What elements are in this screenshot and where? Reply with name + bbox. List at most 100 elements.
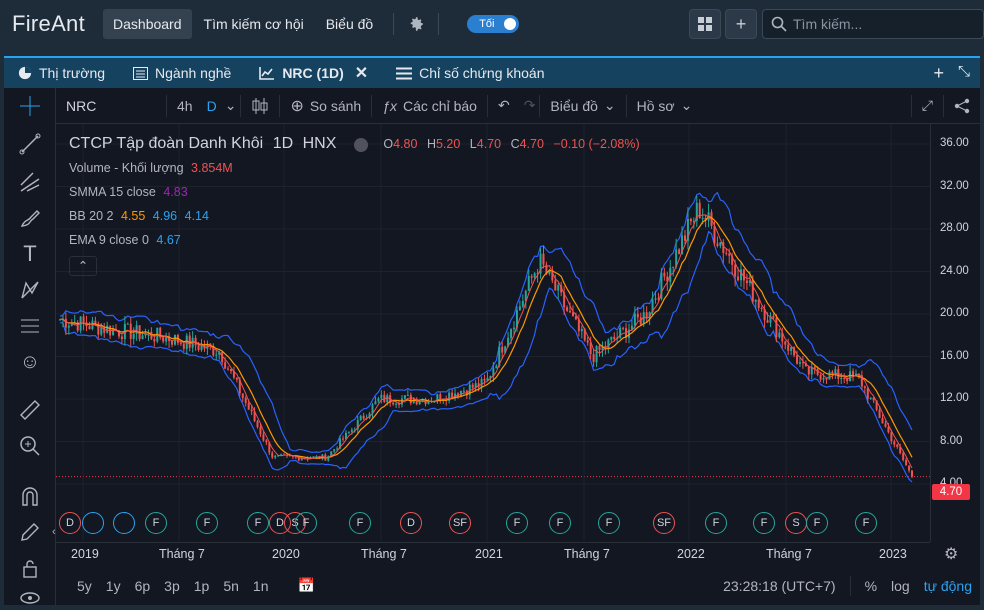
add-button[interactable]: + (725, 9, 757, 39)
tab-stock-indices[interactable]: Chỉ số chứng khoán (382, 58, 558, 88)
candle-body (106, 325, 109, 333)
theme-toggle[interactable]: Tối (467, 15, 520, 33)
candle-body (828, 371, 831, 380)
event-marker[interactable]: SF (653, 512, 675, 534)
event-marker[interactable]: F (349, 512, 371, 534)
eye-icon[interactable] (18, 586, 42, 610)
zoom-in-icon[interactable] (18, 434, 42, 458)
nav-search-opportunities[interactable]: Tìm kiếm cơ hội (203, 16, 304, 32)
event-marker[interactable]: F (806, 512, 828, 534)
compare-label: So sánh (309, 97, 362, 114)
trend-line-icon[interactable] (18, 132, 42, 156)
event-marker[interactable]: SF (449, 512, 471, 534)
tab-market[interactable]: Thị trường (4, 58, 119, 88)
event-marker[interactable]: F (295, 512, 317, 534)
share-icon[interactable] (944, 88, 980, 123)
candle-body (619, 327, 622, 338)
candle-body (221, 351, 224, 363)
crosshair-icon[interactable] (18, 94, 42, 118)
event-marker[interactable]: D (59, 512, 81, 534)
range-6m[interactable]: 6p (134, 577, 151, 594)
event-marker[interactable]: F (247, 512, 269, 534)
candle-body (368, 413, 371, 419)
pitchfork-icon[interactable] (18, 170, 42, 194)
indicators-button[interactable]: ƒx Các chỉ báo (372, 88, 487, 123)
event-marker[interactable] (113, 512, 135, 534)
brush-icon[interactable] (18, 206, 42, 230)
candle-body (418, 401, 421, 405)
event-marker[interactable]: S (785, 512, 807, 534)
plus-icon[interactable]: + (933, 62, 944, 83)
close-icon[interactable]: ✕ (354, 65, 369, 82)
search-box[interactable] (762, 9, 984, 39)
event-marker[interactable]: D (400, 512, 422, 534)
chart-type-dropdown[interactable]: Biểu đồ ⌄ (540, 88, 625, 123)
compare-button[interactable]: ⊕ So sánh (280, 88, 371, 123)
magnet-icon[interactable] (18, 484, 42, 508)
collapse-icon[interactable]: ⤡ (957, 62, 970, 80)
collapse-left-icon[interactable]: ‹ (52, 526, 56, 538)
profile-dropdown[interactable]: Hồ sơ ⌄ (627, 88, 703, 123)
candle-body (678, 249, 681, 255)
time-axis[interactable] (56, 542, 930, 564)
event-marker[interactable]: F (598, 512, 620, 534)
candle-body (686, 218, 689, 241)
pencil-lock-icon[interactable] (18, 520, 42, 544)
event-marker[interactable] (82, 512, 104, 534)
candle-body (790, 347, 793, 351)
tab-industries[interactable]: Ngành nghề (119, 58, 245, 88)
candle-body (716, 243, 719, 246)
auto-toggle[interactable]: tự động (923, 577, 972, 594)
nav-charts[interactable]: Biểu đồ (325, 16, 374, 32)
grid-layout-button[interactable] (689, 9, 721, 39)
range-1m[interactable]: 1p (193, 577, 210, 594)
settings-icon[interactable]: ⚙ (944, 546, 959, 563)
candle-type-icon[interactable] (241, 88, 279, 123)
undo-icon[interactable]: ↶ (497, 97, 510, 113)
range-5y[interactable]: 5y (77, 577, 92, 594)
range-3m[interactable]: 3p (164, 577, 180, 594)
event-marker[interactable]: F (705, 512, 727, 534)
chevron-down-icon[interactable]: ⌄ (224, 97, 237, 113)
lock-icon[interactable] (18, 556, 42, 580)
tab-nrc-chart[interactable]: NRC (1D) ✕ (245, 58, 382, 88)
logo[interactable]: FireAnt (12, 11, 86, 36)
candle-body (902, 453, 905, 460)
candle-body (362, 415, 365, 419)
calendar-icon[interactable]: 📅 (297, 577, 315, 593)
pattern-icon[interactable] (18, 278, 42, 302)
ruler-icon[interactable] (18, 398, 42, 422)
ema-label: EMA 9 close 0 (69, 233, 149, 247)
fullscreen-icon[interactable]: ⤢ (921, 97, 933, 113)
range-5d[interactable]: 5n (223, 577, 239, 594)
candle-body (689, 218, 692, 222)
event-marker[interactable]: F (196, 512, 218, 534)
price-chart[interactable] (56, 124, 930, 542)
percent-toggle[interactable]: % (864, 577, 878, 594)
symbol-input[interactable]: NRC (66, 97, 97, 114)
event-marker[interactable]: F (855, 512, 877, 534)
plus-circle-icon: ⊕ (290, 97, 304, 115)
legend-interval: 1D (272, 135, 294, 152)
gear-icon[interactable] (404, 12, 428, 36)
smiley-icon[interactable]: ☺ (19, 350, 41, 373)
event-marker[interactable]: F (549, 512, 571, 534)
event-marker[interactable]: F (506, 512, 528, 534)
log-toggle[interactable]: log (891, 577, 910, 594)
indicators-label: Các chỉ báo (403, 97, 477, 114)
interval-d[interactable]: D (206, 97, 217, 114)
range-1d[interactable]: 1n (252, 577, 269, 594)
collapse-legend-button[interactable]: ⌃ (69, 256, 97, 276)
search-input[interactable] (793, 16, 973, 32)
redo-icon[interactable]: ↷ (523, 97, 536, 113)
fib-icon[interactable] (18, 314, 42, 338)
event-marker[interactable]: F (753, 512, 775, 534)
nav-dashboard[interactable]: Dashboard (103, 9, 192, 39)
interval-4h[interactable]: 4h (177, 97, 193, 114)
price-axis[interactable] (930, 124, 980, 542)
text-tool-icon[interactable]: T (23, 241, 37, 266)
event-marker[interactable]: F (145, 512, 167, 534)
candle-body (424, 399, 427, 405)
range-1y[interactable]: 1y (105, 577, 121, 594)
minus-icon[interactable] (353, 137, 368, 152)
